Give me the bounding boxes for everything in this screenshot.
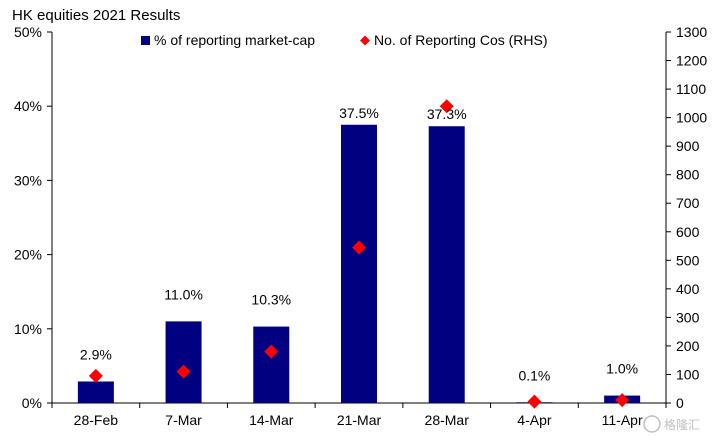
bar-value-label: 37.5% <box>339 105 379 121</box>
marker-point <box>176 364 191 379</box>
right-tick-label: 200 <box>676 338 700 354</box>
left-tick-label: 50% <box>14 24 42 40</box>
axes: 0% 10% 20% 30% 40% 50% 0 100 200 300 400 500 600 700 8… <box>14 24 707 428</box>
x-tick-label: 11-Apr <box>602 412 643 428</box>
bar-value-label: 11.0% <box>164 286 203 302</box>
bar-value-label: 37.3% <box>427 106 467 122</box>
marker-point <box>264 344 279 359</box>
right-tick-label: 1200 <box>676 53 707 69</box>
marker-point <box>527 394 542 409</box>
x-tick-label: 21-Mar <box>337 412 382 428</box>
marker-point <box>352 240 366 255</box>
x-tick-label: 28-Mar <box>425 412 470 428</box>
right-tick-label: 1100 <box>676 81 706 97</box>
marker-point <box>439 99 454 114</box>
x-tick-label: 14-Mar <box>249 412 294 428</box>
watermark: 格隆汇 <box>643 415 700 433</box>
marker-point <box>88 368 103 383</box>
legend-swatch-marker <box>360 35 370 46</box>
bar <box>341 124 377 403</box>
markers <box>88 99 630 409</box>
watermark-text: 格隆汇 <box>664 417 700 432</box>
legend-label-marker: No. of Reporting Cos (RHS) <box>374 32 548 48</box>
bar-value-label: 2.9% <box>80 346 112 362</box>
right-tick-label: 0 <box>676 395 684 411</box>
left-tick-label: 10% <box>14 321 42 337</box>
right-tick-label: 700 <box>676 195 700 211</box>
left-tick-label: 30% <box>14 172 42 188</box>
right-tick-label: 1300 <box>676 24 707 40</box>
right-tick-label: 500 <box>676 252 700 268</box>
right-tick-label: 1000 <box>676 110 707 126</box>
right-tick-label: 300 <box>676 309 700 325</box>
legend-label-bar: % of reporting market-cap <box>154 32 315 48</box>
bars <box>77 124 641 403</box>
bar <box>77 381 114 403</box>
data-labels: 2.9% 11.0% 10.3% 37.5% 37.3% 0.1% 1.0% <box>80 105 638 384</box>
chart-title: HK equities 2021 Results <box>12 7 180 24</box>
bar <box>428 126 465 403</box>
right-tick-label: 100 <box>676 366 700 382</box>
bar-value-label: 0.1% <box>518 367 550 383</box>
left-tick-label: 40% <box>14 98 42 114</box>
marker-point <box>615 393 630 408</box>
x-tick-label: 7-Mar <box>165 412 202 428</box>
gelonghui-logo-icon <box>643 415 661 433</box>
x-tick-label: 28-Feb <box>74 412 119 428</box>
right-tick-label: 800 <box>676 167 700 183</box>
left-tick-label: 20% <box>14 247 42 263</box>
right-tick-label: 600 <box>676 224 700 240</box>
x-tick-label: 4-Apr <box>517 412 552 428</box>
bar-value-label: 10.3% <box>251 292 291 308</box>
right-tick-label: 400 <box>676 281 700 297</box>
right-tick-label: 900 <box>676 138 700 154</box>
legend-swatch-bar <box>141 36 150 45</box>
bar <box>253 326 290 403</box>
legend: % of reporting market-cap No. of Reporti… <box>141 32 548 48</box>
bar <box>165 321 202 403</box>
bar-value-label: 1.0% <box>606 361 638 377</box>
left-tick-label: 0% <box>22 395 42 411</box>
